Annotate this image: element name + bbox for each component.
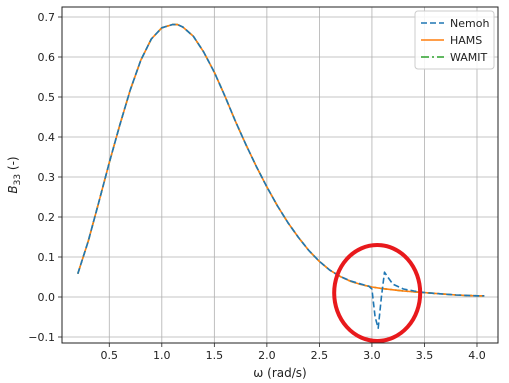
y-tick-label: 0.1: [38, 251, 56, 264]
x-tick-label: 3.5: [416, 349, 434, 362]
y-tick-label: −0.1: [28, 331, 55, 344]
x-tick-label: 4.0: [468, 349, 486, 362]
y-label-suffix: (-): [6, 156, 20, 174]
y-axis-label: B33 (-): [6, 156, 23, 193]
legend-box: [414, 10, 495, 70]
x-tick-label: 1.0: [153, 349, 171, 362]
y-label-main: B: [6, 185, 20, 193]
y-tick-label: 0.6: [38, 51, 56, 64]
x-axis-label: ω (rad/s): [253, 366, 306, 380]
x-tick-label: 1.5: [206, 349, 224, 362]
y-tick-label: 0.4: [38, 131, 56, 144]
series-group: [77, 23, 485, 329]
x-tick-label: 2.0: [258, 349, 276, 362]
legend-label-nemoh: Nemoh: [450, 17, 489, 30]
y-label-subscript: 33: [13, 174, 23, 185]
annotation-group: [332, 243, 423, 343]
legend: Nemoh HAMS WAMIT: [414, 10, 495, 70]
y-tick-label: 0.7: [38, 11, 56, 24]
x-tick-label: 2.5: [311, 349, 329, 362]
y-tick-label: 0.0: [38, 291, 56, 304]
plot-area-frame: [61, 6, 499, 344]
highlight-ellipse: [332, 243, 423, 343]
y-tick-label: 0.2: [38, 211, 56, 224]
legend-label-wamit: WAMIT: [450, 51, 488, 64]
y-tick-label: 0.3: [38, 171, 56, 184]
legend-label-hams: HAMS: [450, 34, 482, 47]
x-tick-label: 0.5: [101, 349, 119, 362]
ticks-group: 0.5 1.0 1.5 2.0 2.5 3.0 3.5 4.0 −0.1 0.0 0.1 0.2 0.3…: [28, 11, 485, 362]
y-tick-label: 0.5: [38, 91, 56, 104]
x-tick-label: 3.0: [363, 349, 381, 362]
series-line-nemoh: [77, 23, 485, 329]
